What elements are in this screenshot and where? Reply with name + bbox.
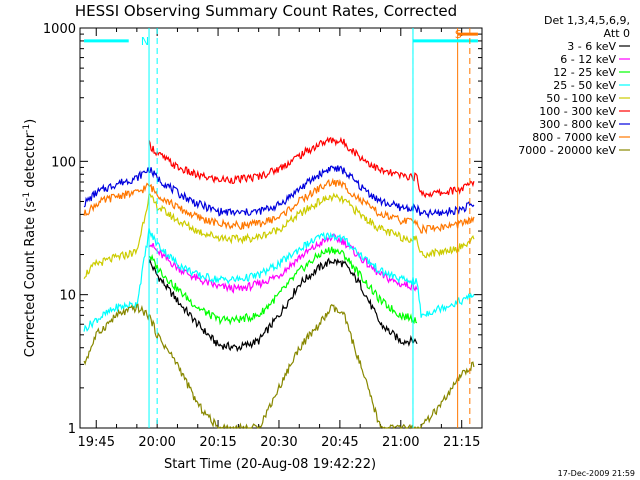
legend-label: 300 - 800 keV: [539, 118, 616, 131]
series-line: [148, 233, 418, 294]
y-axis-label-start: Corrected Count Rate (s: [23, 201, 38, 358]
legend-label: 6 - 12 keV: [560, 53, 616, 66]
x-tick-label: 19:45: [78, 435, 115, 450]
chart-title: HESSI Observing Summary Count Rates, Cor…: [75, 2, 457, 20]
legend-label: 50 - 100 keV: [546, 92, 616, 105]
legend-label: 12 - 25 keV: [553, 66, 616, 79]
y-tick-label: 100: [51, 155, 76, 170]
plot-frame: [79, 27, 483, 429]
x-axis-label: Start Time (20-Aug-08 19:42:22): [164, 457, 376, 472]
legend-label: 100 - 300 keV: [539, 105, 616, 118]
y-axis-label: Corrected Count Rate (s-1 detector-1): [22, 119, 38, 357]
y-axis-label-sup2: -1: [22, 124, 32, 133]
legend-label: 25 - 50 keV: [553, 79, 616, 92]
series-line: [148, 136, 475, 199]
y-axis-label-mid: detector: [23, 132, 38, 192]
x-tick-label: 20:45: [321, 435, 358, 450]
plot-area: 1 10 100 1000 19:45 20:00 20:15 20:30 20:45 21:00…: [43, 22, 483, 450]
x-tick-label: 21:15: [443, 435, 480, 450]
y-axis-label-end: ): [23, 119, 38, 124]
series-line: [148, 246, 418, 326]
x-tick-label: 20:30: [260, 435, 297, 450]
y-tick-label: 1000: [43, 22, 76, 37]
y-tick-label: 1: [68, 422, 76, 437]
x-tick-label: 21:00: [382, 435, 419, 450]
series-line: [148, 257, 418, 353]
timestamp: 17-Dec-2009 21:59: [558, 469, 635, 478]
legend-header-line-1: Det 1,3,4,5,6,9,: [544, 14, 630, 27]
legend-header-line-2: Att 0: [604, 27, 630, 40]
x-tick-label: 20:00: [138, 435, 175, 450]
legend-label: 800 - 7000 keV: [532, 131, 616, 144]
y-axis-label-sup1: -1: [22, 192, 32, 201]
band-label: N: [141, 35, 149, 48]
series-line: [83, 303, 475, 430]
x-tick-label: 20:15: [199, 435, 236, 450]
legend-label: 7000 - 20000 keV: [518, 144, 616, 157]
y-tick-label: 10: [59, 289, 76, 304]
band-label: S: [455, 28, 462, 41]
legend-label: 3 - 6 keV: [567, 40, 616, 53]
